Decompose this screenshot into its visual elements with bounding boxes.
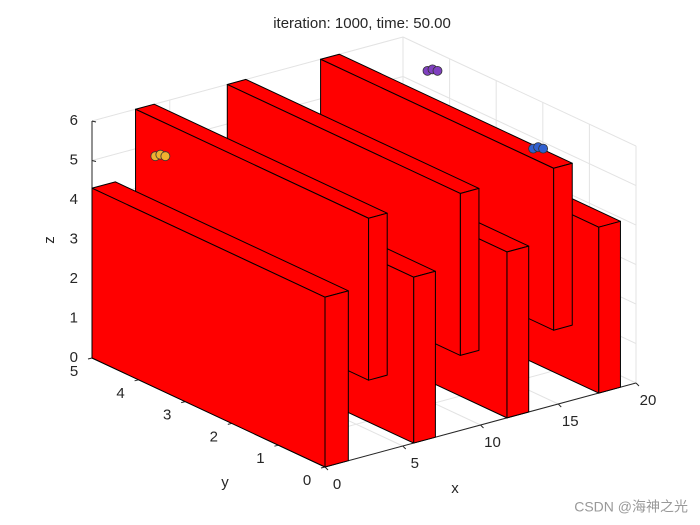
y-tick-label: 3 xyxy=(163,407,171,424)
agent xyxy=(432,65,443,76)
x-tick-label: 5 xyxy=(411,455,419,472)
y-tick-label: 5 xyxy=(70,363,78,380)
x-tick-label: 20 xyxy=(640,392,657,409)
z-tick-label: 1 xyxy=(70,309,78,326)
y-tick-label: 0 xyxy=(303,472,311,489)
obstacle-side xyxy=(598,220,621,394)
x-tick xyxy=(480,424,484,429)
grid-line xyxy=(402,76,637,186)
z-tick-label: 5 xyxy=(70,151,78,168)
z-tick-label: 6 xyxy=(70,112,78,129)
z-tick-label: 4 xyxy=(70,191,78,208)
chart-title: iteration: 1000, time: 50.00 xyxy=(273,15,451,32)
grid-line xyxy=(402,36,637,147)
agent xyxy=(160,151,171,162)
x-tick-label: 15 xyxy=(562,413,579,430)
y-tick-label: 2 xyxy=(210,428,218,445)
y-axis-label: y xyxy=(221,474,229,491)
obstacle-front xyxy=(91,187,326,468)
z-tick-label: 2 xyxy=(70,270,78,287)
z-tick-label: 3 xyxy=(70,230,78,247)
obstacle-side xyxy=(368,212,388,381)
x-tick xyxy=(557,403,562,408)
z-axis-label: z xyxy=(41,236,58,244)
obstacle-side xyxy=(459,187,480,356)
obstacle-side xyxy=(413,270,436,444)
watermark: CSDN @海神之光 xyxy=(574,499,688,515)
x-axis-label: x xyxy=(451,480,459,497)
y-tick-label: 1 xyxy=(256,450,264,467)
agent xyxy=(538,143,549,154)
x-tick xyxy=(402,445,407,450)
z-tick-label: 0 xyxy=(70,349,78,366)
z-tick xyxy=(91,120,97,123)
obstacle-side xyxy=(553,162,573,331)
z-tick xyxy=(91,160,97,162)
y-tick-label: 4 xyxy=(116,385,124,402)
obstacle-side xyxy=(506,245,530,419)
x-tick-label: 0 xyxy=(333,476,341,493)
x-tick xyxy=(635,382,640,387)
obstacle-side xyxy=(324,290,349,468)
x-tick-label: 10 xyxy=(484,434,501,451)
x-tick xyxy=(324,466,329,471)
y-tick xyxy=(87,357,93,360)
